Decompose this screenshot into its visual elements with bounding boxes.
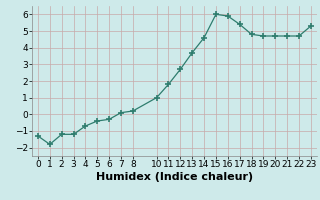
X-axis label: Humidex (Indice chaleur): Humidex (Indice chaleur) xyxy=(96,172,253,182)
